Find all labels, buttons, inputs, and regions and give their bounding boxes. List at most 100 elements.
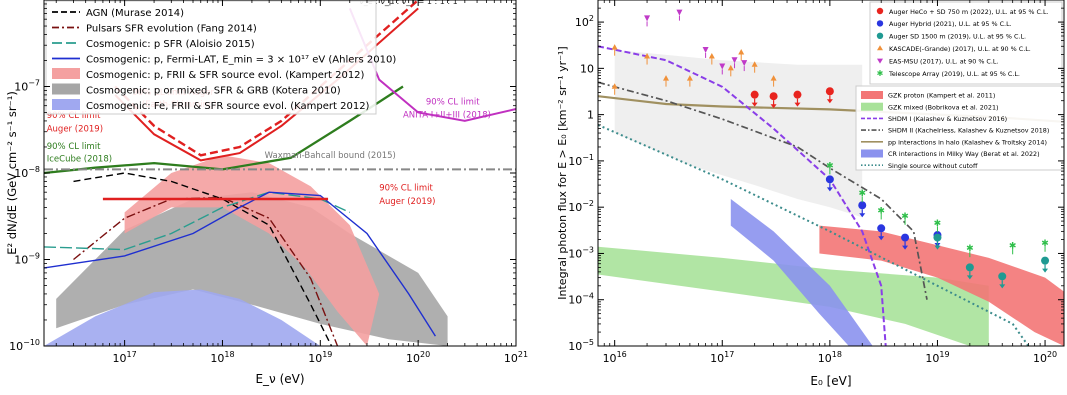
point-eas-msu-2017 (702, 46, 709, 53)
band-gzk-proton-kampert-et-al-2011 (819, 225, 1064, 346)
point-kascade-grande-2017 (663, 75, 670, 81)
photon-legend-models-frame (855, 85, 1065, 171)
point-auger-sd-1500-m-2019-arrowhead (999, 284, 1006, 289)
point-auger-hybrid-2021 (877, 224, 886, 233)
legend-swatch-gzk-proton-kampert-et-al-2011 (861, 91, 883, 99)
point-auger-hybrid-2021-arrowhead (859, 213, 866, 218)
point-auger-sd-1500-m-2019 (965, 263, 974, 272)
photon-y-tick-label: 10−3 (568, 245, 594, 260)
photon-panel: ✱ ✱ ✱ ✱ ✱ ✱ ✱ ✱ Auger HeCo + SD 750 m (2022), U.… (556, 0, 1065, 388)
point-auger-hybrid-2021 (858, 201, 867, 210)
point-kascade-grande-2017 (770, 75, 777, 81)
legend-swatch-cosmogenic-p-or-mixed-sfr-grb-kotera-2010 (52, 83, 80, 95)
legend-marker-kascade-grande-2017-u-l-at-90-c-l (877, 45, 883, 51)
point-kascade-grande-2017 (644, 53, 651, 59)
neutrino-y-axis-label: E² dN/dE (GeV cm⁻² s⁻¹ sr⁻¹) (5, 91, 19, 255)
annotation-wb: Waxman-Bahcall bound (2015) (265, 151, 396, 161)
photon-y-tick-label: 10−1 (568, 153, 594, 168)
neutrino-y-tick-label: 10−8 (14, 165, 40, 180)
neutrino-x-tick-label: 1020 (406, 350, 430, 365)
photon-y-tick-label: 1 (587, 109, 594, 122)
point-auger-hybrid-2021 (901, 233, 910, 242)
legend-swatch-cosmogenic-fe-frii-sfr-source-evol-kampert-2012 (52, 99, 80, 110)
point-telescope-array-2019: ✱ (1009, 241, 1017, 251)
legend-label-cosmogenic-fe-frii-sfr-source-evol-kampert-2012: Cosmogenic: Fe, FRII & SFR source evol. … (86, 101, 370, 112)
legend-label-cosmogenic-p-or-mixed-sfr-grb-kotera-2010: Cosmogenic: p or mixed, SFR & GRB (Koter… (86, 86, 341, 97)
legend-label-telescope-array-2019-u-l-at-95-c-l: Telescope Array (2019), U.L. at 95 % C.L… (888, 70, 1020, 78)
point-telescope-array-2019: ✱ (877, 206, 885, 216)
point-telescope-array-2019: ✱ (934, 219, 942, 229)
photon-y-tick-label: 10−4 (568, 292, 594, 307)
photon-legend-points: Auger HeCo + SD 750 m (2022), U.L. at 95… (869, 1, 1063, 85)
legend-marker-auger-hybrid-2021-u-l-at-95-c-l (876, 20, 884, 27)
legend-label-single-source-without-cutoff: Single source without cutoff (888, 162, 978, 170)
legend-label-cr-interactions-in-milky-way-berat-et-al-2022: CR interactions in Milky Way (Berat et a… (888, 150, 1040, 158)
point-telescope-array-2019: ✱ (966, 244, 974, 254)
point-telescope-array-2019: ✱ (901, 212, 909, 222)
photon-y-tick-label: 10−2 (568, 199, 594, 214)
legend-swatch-cr-interactions-in-milky-way-berat-et-al-2022 (861, 149, 883, 158)
point-eas-msu-2017 (741, 60, 748, 67)
model-single-source-without-cutoff (598, 123, 1030, 346)
point-kascade-grande-2017 (686, 75, 693, 81)
series-pulsars-sfr-evolution-fang-2014 (73, 196, 339, 346)
point-auger-heco-sd-750-m-2022 (825, 87, 834, 96)
photon-legend-models: GZK proton (Kampert et al. 2011) GZK mixe… (855, 85, 1065, 171)
legend-swatch-cosmogenic-p-frii-sfr-source-evol-kampert-2012 (52, 68, 80, 79)
legend-label-gzk-mixed-bobrikova-et-al-2021: GZK mixed (Bobrikova et al. 2021) (888, 103, 999, 111)
legend-label-gzk-proton-kampert-et-al-2011: GZK proton (Kampert et al. 2011) (888, 92, 995, 100)
point-auger-hybrid-2021 (825, 175, 834, 184)
legend-label-agn-murase-2014: AGN (Murase 2014) (86, 8, 184, 19)
photon-x-tick-label: 1017 (710, 350, 734, 365)
legend-label-auger-sd-1500-m-2019-u-l-at-95-c-l: Auger SD 1500 m (2019), U.L. at 95 % C.L… (889, 33, 1026, 41)
legend-marker-telescope-array-2019-u-l-at-95-c-l: ✱ (877, 69, 884, 78)
photon-legend-points-frame (869, 1, 1063, 85)
neutrino-y-tick-label: 10−9 (14, 252, 40, 267)
point-auger-sd-1500-m-2019 (933, 233, 942, 242)
annotation-icecube_1: 90% CL limit (47, 142, 101, 152)
photon-x-tick-label: 1016 (603, 350, 627, 365)
point-auger-heco-sd-750-m-2022-arrowhead (826, 99, 833, 104)
neutrino-plot-frame (43, 0, 517, 347)
legend-label-auger-heco-sd-750-m-2022-u-l-at-95-c-l: Auger HeCo + SD 750 m (2022), U.L. at 95… (889, 8, 1049, 16)
band-cosmogenic-p-frii-sfr-source-evol-kampert-2012 (124, 155, 380, 346)
neutrino-x-axis-label: E_ν (eV) (255, 372, 304, 386)
point-auger-heco-sd-750-m-2022-arrowhead (751, 102, 758, 107)
point-telescope-array-2019: ✱ (1041, 239, 1049, 249)
annotation-auger19_b2: Auger (2019) (379, 197, 435, 207)
point-telescope-array-2019: ✱ (826, 161, 834, 171)
point-auger-heco-sd-750-m-2022-arrowhead (770, 104, 777, 109)
point-auger-sd-1500-m-2019-arrowhead (1042, 268, 1049, 273)
legend-label-cosmogenic-p-sfr-aloisio-2015: Cosmogenic: p SFR (Aloisio 2015) (86, 39, 255, 50)
photon-y-tick-label: 10−5 (568, 338, 594, 353)
series-cosmogenic-p-fermi-lat-e-min-3-10-ev-ahlers-2010 (44, 191, 436, 337)
point-auger-sd-1500-m-2019 (998, 272, 1007, 281)
photon-plot-frame (597, 0, 1065, 347)
point-eas-msu-2017 (719, 63, 726, 70)
point-auger-sd-1500-m-2019 (1041, 256, 1050, 265)
point-auger-heco-sd-750-m-2022 (750, 90, 759, 99)
annotation-icecube_2: IceCube (2018) (47, 155, 112, 165)
photon-y-tick-label: 10 (580, 62, 594, 75)
legend-label-eas-msu-2017-u-l-at-90-c-l: EAS-MSU (2017), U.L. at 90 % C.L. (889, 57, 999, 65)
legend-label-shdm-i-kalashev-kuznetsov-2016: SHDM I (Kalashev & Kuznetsov 2016) (888, 115, 1007, 123)
point-eas-msu-2017 (731, 57, 738, 64)
photon-x-axis-label: E₀ [eV] (810, 374, 851, 388)
band-cosmogenic-fe-frii-sfr-source-evol-kampert-2012 (44, 289, 321, 346)
point-auger-hybrid-2021-arrowhead (902, 245, 909, 250)
neutrino-x-tick-label: 1019 (308, 350, 332, 365)
annotation-auger19_a1: 90% CL limit (47, 111, 101, 121)
point-auger-heco-sd-750-m-2022-arrowhead (794, 102, 801, 107)
band-cr-interactions-in-milky-way-berat-et-al-2022 (730, 199, 873, 346)
photon-data-layer: ✱ ✱ ✱ ✱ ✱ ✱ ✱ ✱ (598, 9, 1064, 346)
neutrino-y-tick-label: 10−7 (14, 79, 40, 94)
point-kascade-grande-2017 (708, 53, 715, 59)
neutrino-x-tick-label: 1018 (210, 350, 234, 365)
point-auger-hybrid-2021-arrowhead (826, 187, 833, 192)
point-auger-sd-1500-m-2019-arrowhead (966, 275, 973, 280)
neutrino-y-tick-label: 10−10 (9, 338, 40, 353)
band-gzk-mixed-bobrikova-et-al-2021 (598, 246, 989, 346)
photon-x-tick-label: 1020 (1033, 350, 1057, 365)
